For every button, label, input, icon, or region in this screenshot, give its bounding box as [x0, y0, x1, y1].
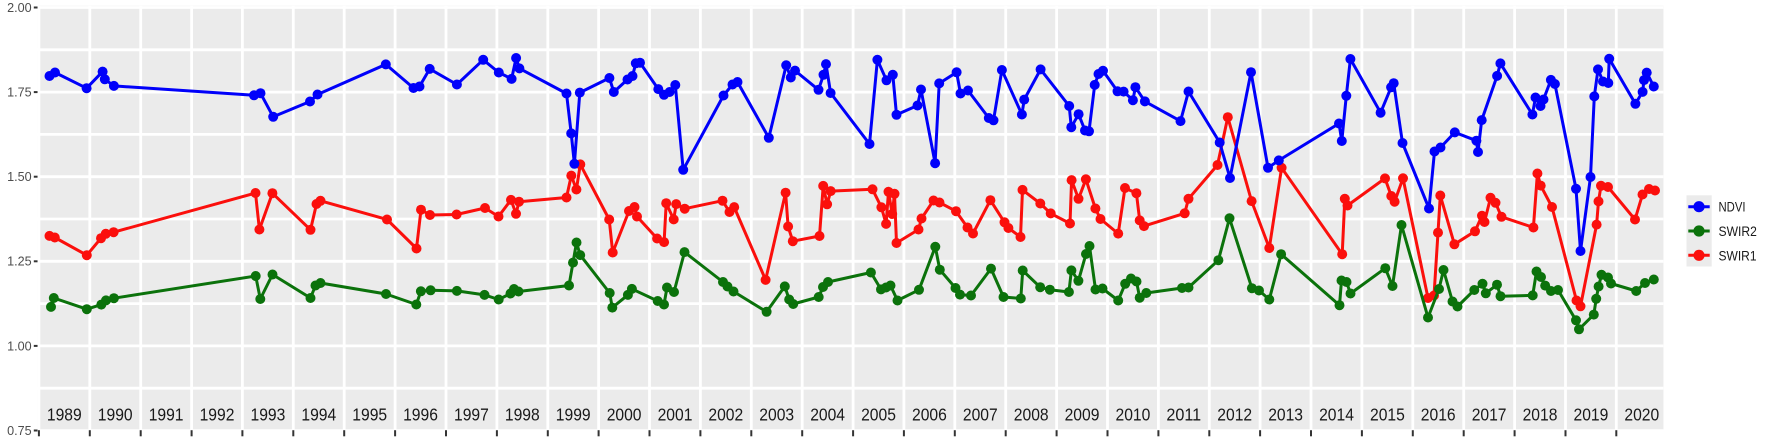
- svg-text:2017: 2017: [1472, 404, 1507, 424]
- svg-text:2003: 2003: [759, 404, 794, 424]
- svg-text:1995: 1995: [352, 404, 387, 424]
- svg-text:1.00: 1.00: [7, 339, 32, 353]
- svg-text:SWIR2: SWIR2: [1719, 223, 1758, 239]
- svg-text:NDVI: NDVI: [1719, 199, 1746, 215]
- svg-text:0.75: 0.75: [7, 424, 32, 438]
- svg-text:2002: 2002: [708, 404, 743, 424]
- svg-text:2009: 2009: [1065, 404, 1100, 424]
- svg-text:1.75: 1.75: [7, 86, 32, 100]
- svg-text:2000: 2000: [607, 404, 642, 424]
- svg-text:1992: 1992: [200, 404, 235, 424]
- svg-text:2013: 2013: [1268, 404, 1303, 424]
- svg-text:1996: 1996: [403, 404, 438, 424]
- svg-text:2014: 2014: [1319, 404, 1354, 424]
- svg-text:2016: 2016: [1421, 404, 1456, 424]
- svg-text:2007: 2007: [963, 404, 998, 424]
- svg-text:1994: 1994: [301, 404, 336, 424]
- svg-text:1999: 1999: [556, 404, 591, 424]
- svg-text:2004: 2004: [810, 404, 845, 424]
- svg-text:2011: 2011: [1166, 404, 1201, 424]
- svg-text:1.25: 1.25: [7, 255, 32, 269]
- svg-text:2010: 2010: [1116, 404, 1151, 424]
- svg-text:2.00: 2.00: [7, 1, 32, 15]
- svg-text:SWIR1: SWIR1: [1719, 247, 1757, 263]
- svg-text:1.50: 1.50: [7, 170, 32, 184]
- svg-text:2008: 2008: [1014, 404, 1049, 424]
- svg-text:1998: 1998: [505, 404, 540, 424]
- svg-text:1993: 1993: [251, 404, 286, 424]
- svg-text:1990: 1990: [98, 404, 133, 424]
- svg-text:2012: 2012: [1217, 404, 1252, 424]
- svg-text:1989: 1989: [47, 404, 82, 424]
- svg-text:2001: 2001: [658, 404, 693, 424]
- svg-text:1991: 1991: [149, 404, 184, 424]
- svg-text:2005: 2005: [861, 404, 896, 424]
- svg-text:2006: 2006: [912, 404, 947, 424]
- svg-text:2018: 2018: [1523, 404, 1558, 424]
- svg-text:2020: 2020: [1624, 404, 1659, 424]
- svg-text:2019: 2019: [1574, 404, 1609, 424]
- svg-text:1997: 1997: [454, 404, 489, 424]
- svg-text:2015: 2015: [1370, 404, 1405, 424]
